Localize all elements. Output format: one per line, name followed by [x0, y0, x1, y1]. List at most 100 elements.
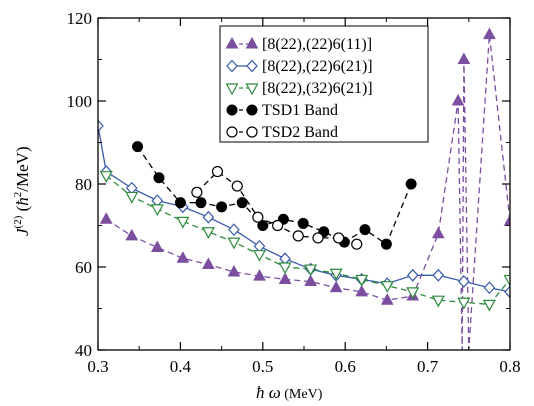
- series-1-marker: [451, 93, 465, 106]
- series-1-marker: [253, 269, 266, 281]
- legend-item-3-marker: [245, 83, 259, 96]
- series-2-marker: [483, 281, 496, 295]
- series-4-marker: [216, 201, 228, 213]
- series-5-marker: [351, 238, 363, 250]
- series-3-marker: [355, 274, 369, 287]
- legend-item-3-label: [8(22),(32)6(21)]: [262, 80, 373, 97]
- series-3-marker: [150, 204, 164, 217]
- series-4-marker: [257, 220, 269, 231]
- series-4-marker: [405, 178, 417, 190]
- series-3-marker: [125, 191, 139, 204]
- series-3-line: [105, 175, 510, 306]
- series-1-marker: [380, 293, 394, 305]
- x-tick-label: 0.4: [170, 357, 192, 376]
- legend-item-1: [8(22),(22)6(11)]: [225, 36, 372, 53]
- legend: [8(22),(22)6(11)] [8(22),(22)6(21)] [8(22)…: [219, 25, 429, 143]
- legend-item-2-marker: [246, 59, 258, 73]
- series-1-marker: [329, 280, 343, 293]
- legend-item-1-marker: [245, 36, 259, 49]
- legend-item-5-marker: [246, 126, 258, 138]
- series-1-marker: [125, 228, 139, 241]
- y-tick-label: 100: [67, 92, 93, 111]
- legend-item-1-marker: [225, 36, 239, 49]
- series-3-marker: [329, 268, 343, 281]
- series-1-marker: [457, 52, 471, 64]
- y-axis-label: J(2) (ħ2/MeV): [12, 146, 32, 236]
- series-1-marker: [503, 214, 510, 226]
- y-tick-label: 60: [75, 258, 92, 277]
- legend-item-5-marker: [226, 126, 238, 138]
- legend-item-4-marker: [226, 104, 238, 116]
- series-4-marker: [236, 197, 248, 209]
- series-4-marker: [359, 224, 371, 236]
- series-2-marker: [432, 268, 445, 282]
- x-tick-label: 0.6: [335, 357, 356, 376]
- series-1-marker: [355, 284, 369, 297]
- series-5-marker: [231, 180, 243, 192]
- series-3-marker: [201, 227, 215, 239]
- series-2-marker: [504, 285, 510, 299]
- x-tick-label: 0.5: [252, 357, 273, 376]
- series-5-marker: [292, 230, 304, 242]
- legend-item-4-marker: [246, 104, 258, 116]
- series-4: [132, 141, 417, 250]
- series-3-marker: [503, 274, 510, 287]
- series-3-marker: [380, 281, 394, 293]
- series-4-marker: [153, 172, 165, 184]
- y-tick-label: 40: [75, 341, 92, 360]
- ticks-layer: 0.3 0.4 0.5 0.6 0.7 0.8 40 60 80 100 120: [67, 9, 521, 376]
- series-2-marker: [98, 119, 104, 133]
- legend-item-3: [8(22),(32)6(21)]: [225, 80, 373, 97]
- series-1-marker: [278, 272, 292, 284]
- series-3-marker: [304, 264, 318, 277]
- series-2-marker: [202, 210, 215, 224]
- x-tick-label: 0.3: [87, 357, 108, 376]
- series-2-marker: [458, 275, 470, 288]
- legend-item-4-label: TSD1 Band: [262, 102, 338, 119]
- series-3-marker: [482, 299, 496, 312]
- series-5-marker: [191, 186, 203, 198]
- series-3-marker: [278, 262, 292, 275]
- legend-items: [8(22),(22)6(11)] [8(22),(22)6(21)] [8(22)…: [225, 36, 373, 141]
- series-5-marker: [211, 165, 224, 178]
- legend-item-2-marker: [226, 59, 238, 73]
- series-3-marker: [431, 295, 445, 308]
- legend-item-2: [8(22),(22)6(21)]: [226, 58, 373, 75]
- series-3-marker: [99, 171, 113, 183]
- series-1-marker: [176, 251, 190, 263]
- series-1-marker: [99, 212, 113, 224]
- series-2-marker: [406, 268, 419, 282]
- series-3: [99, 171, 510, 312]
- series-5-marker: [333, 232, 345, 244]
- series-2-marker: [228, 223, 240, 237]
- series-4-marker: [380, 238, 392, 250]
- series-1-marker: [150, 240, 164, 252]
- series-1-marker: [431, 226, 445, 239]
- series-1: [99, 27, 510, 350]
- series-4-marker: [297, 217, 309, 229]
- y-tick-label: 80: [75, 175, 92, 194]
- series-1-marker: [304, 274, 317, 287]
- series-5-marker: [252, 211, 264, 223]
- series-3-marker: [406, 287, 420, 300]
- y-tick-label: 120: [67, 9, 93, 28]
- legend-item-4: TSD1 Band: [226, 102, 338, 119]
- series-4-marker: [195, 197, 207, 209]
- series-5-marker: [312, 232, 324, 244]
- x-axis-label: ħ ω (MeV): [256, 383, 323, 402]
- x-tick-label: 0.7: [417, 357, 439, 376]
- legend-item-2-label: [8(22),(22)6(21)]: [262, 58, 373, 75]
- series-4-marker: [132, 141, 144, 153]
- series-1-marker: [483, 27, 496, 40]
- x-tick-label: 0.8: [499, 357, 520, 376]
- legend-item-5-label: TSD2 Band: [262, 124, 338, 141]
- series-5-marker: [272, 219, 284, 232]
- series-3-marker: [252, 249, 267, 262]
- series-5: [191, 165, 363, 250]
- series-4-marker: [174, 197, 186, 209]
- series-3-marker: [227, 237, 241, 250]
- legend-item-3-marker: [225, 83, 239, 96]
- series-1-marker: [202, 257, 215, 270]
- plot-layer: [98, 27, 510, 350]
